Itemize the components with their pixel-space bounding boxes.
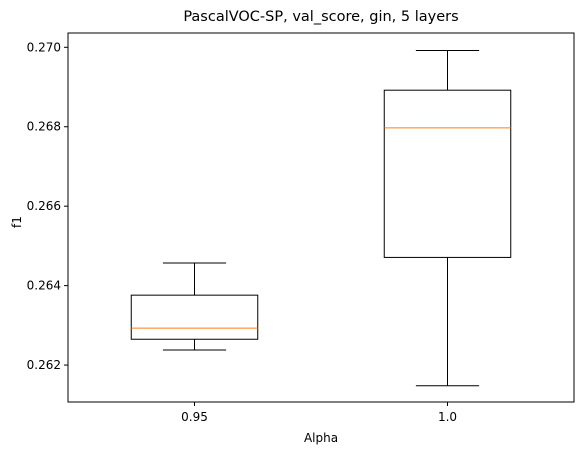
y-tick-label: 0.266 <box>27 199 61 213</box>
box-iqr <box>383 89 512 258</box>
y-tick-label: 0.262 <box>27 358 61 372</box>
x-axis-label: Alpha <box>304 431 338 445</box>
y-tick-label: 0.264 <box>27 279 61 293</box>
y-tick-label: 0.268 <box>27 120 61 134</box>
x-tick-label: 0.95 <box>181 410 208 424</box>
plot-area: 0.262 0.264 0.266 0.268 0.270 0.95 1.0 <box>27 32 575 424</box>
chart-title: PascalVOC-SP, val_score, gin, 5 layers <box>183 9 458 25</box>
x-tick-label: 1.0 <box>438 410 457 424</box>
axes-frame <box>67 32 575 403</box>
box-iqr <box>130 294 259 340</box>
y-tick-label: 0.270 <box>27 40 61 54</box>
y-axis-label: f1 <box>10 216 24 228</box>
